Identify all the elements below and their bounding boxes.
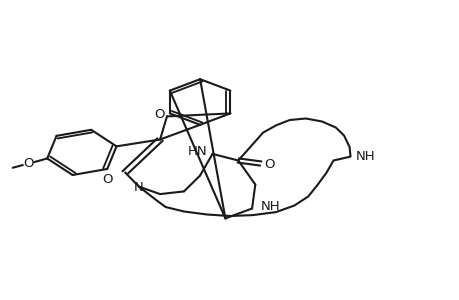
Text: NH: NH bbox=[355, 150, 375, 163]
Text: HN: HN bbox=[187, 145, 207, 158]
Text: O: O bbox=[154, 107, 164, 121]
Text: O: O bbox=[23, 158, 34, 170]
Text: O: O bbox=[263, 158, 274, 171]
Text: O: O bbox=[102, 173, 112, 186]
Text: N: N bbox=[134, 181, 144, 194]
Text: NH: NH bbox=[260, 200, 280, 214]
